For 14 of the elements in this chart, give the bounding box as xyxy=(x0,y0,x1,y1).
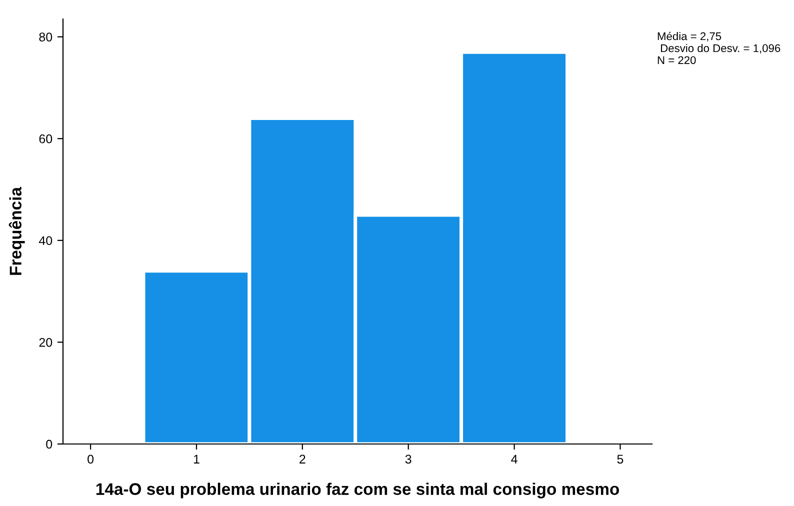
y-tick-label: 40 xyxy=(38,236,52,246)
x-tick-label: 4 xyxy=(511,454,518,464)
y-tick-label: 20 xyxy=(39,338,52,347)
y-tick-label: 80 xyxy=(39,32,52,42)
x-tick-label: 0 xyxy=(88,454,94,464)
y-tick-label: 60 xyxy=(39,134,52,144)
x-tick-label: 5 xyxy=(617,454,624,464)
x-tick-label: 1 xyxy=(194,454,200,464)
x-axis-title: 14a-O seu problema urinario faz com se sinta mal consigo mesmo xyxy=(96,482,619,498)
text: Média = 2,75 Desvio do Desv. = 1,096 N = 220 xyxy=(658,32,780,64)
x-tick-label: 3 xyxy=(405,454,412,464)
y-tick-label: 0 xyxy=(46,440,52,449)
y-axis-title: Frequência xyxy=(8,186,25,275)
x-tick-label: 2 xyxy=(300,454,306,464)
